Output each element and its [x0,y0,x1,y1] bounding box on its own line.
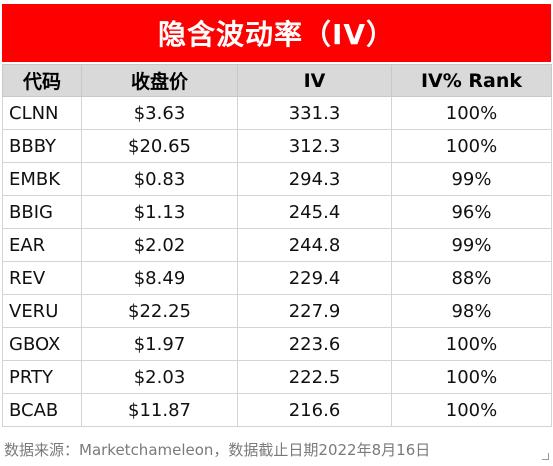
iv-rank-cell: 99% [391,228,552,262]
iv-cell: 245.4 [237,195,392,229]
table-title: 隐含波动率（IV） [2,4,551,62]
close-price-cell: $2.02 [81,228,238,262]
iv-cell: 244.8 [237,228,392,262]
iv-cell: 294.3 [237,162,392,196]
symbol-cell: GBOX [2,327,82,361]
table-row: BCAB $11.87 216.6 100% [2,393,552,427]
iv-rank-cell: 88% [391,261,552,295]
symbol-cell: CLNN [2,96,82,130]
symbol-cell: BBBY [2,129,82,163]
header-cell-close-price: 收盘价 [81,64,238,97]
close-price-cell: $11.87 [81,393,238,427]
iv-cell: 331.3 [237,96,392,130]
table-row: VERU $22.25 227.9 98% [2,294,552,328]
header-cell-iv: IV [237,64,392,97]
close-price-cell: $1.97 [81,327,238,361]
symbol-cell: PRTY [2,360,82,394]
iv-rank-cell: 99% [391,162,552,196]
iv-rank-cell: 100% [391,360,552,394]
close-price-cell: $22.25 [81,294,238,328]
iv-rank-cell: 100% [391,129,552,163]
close-price-cell: $2.03 [81,360,238,394]
table-row: GBOX $1.97 223.6 100% [2,327,552,361]
iv-rank-cell: 100% [391,327,552,361]
iv-rank-cell: 100% [391,393,552,427]
close-price-cell: $8.49 [81,261,238,295]
symbol-cell: BBIG [2,195,82,229]
symbol-cell: BCAB [2,393,82,427]
iv-cell: 229.4 [237,261,392,295]
iv-rank-cell: 98% [391,294,552,328]
table-row: REV $8.49 229.4 88% [2,261,552,295]
table-body: CLNN $3.63 331.3 100% BBBY $20.65 312.3 100% EMB… [2,96,552,427]
symbol-cell: EMBK [2,162,82,196]
close-price-cell: $0.83 [81,162,238,196]
close-price-cell: $3.63 [81,96,238,130]
table-row: BBIG $1.13 245.4 96% [2,195,552,229]
iv-cell: 223.6 [237,327,392,361]
symbol-cell: REV [2,261,82,295]
iv-rank-cell: 96% [391,195,552,229]
table-row: PRTY $2.03 222.5 100% [2,360,552,394]
source-note: 数据来源：Marketchameleon，数据截止日期2022年8月16日 [4,441,431,459]
iv-cell: 227.9 [237,294,392,328]
table-row: BBBY $20.65 312.3 100% [2,129,552,163]
header-cell-iv-rank: IV% Rank [391,64,552,97]
close-price-cell: $20.65 [81,129,238,163]
iv-cell: 312.3 [237,129,392,163]
table-row: EAR $2.02 244.8 99% [2,228,552,262]
symbol-cell: EAR [2,228,82,262]
iv-rank-cell: 100% [391,96,552,130]
header-row: 代码 收盘价 IV IV% Rank [2,64,552,97]
iv-cell: 216.6 [237,393,392,427]
resize-corner-mark [542,453,549,460]
table-row: EMBK $0.83 294.3 99% [2,162,552,196]
iv-cell: 222.5 [237,360,392,394]
header-cell-symbol: 代码 [2,64,82,97]
iv-table: 代码 收盘价 IV IV% Rank CLNN $3.63 331.3 100% BBB… [2,64,552,427]
table-row: CLNN $3.63 331.3 100% [2,96,552,130]
close-price-cell: $1.13 [81,195,238,229]
symbol-cell: VERU [2,294,82,328]
